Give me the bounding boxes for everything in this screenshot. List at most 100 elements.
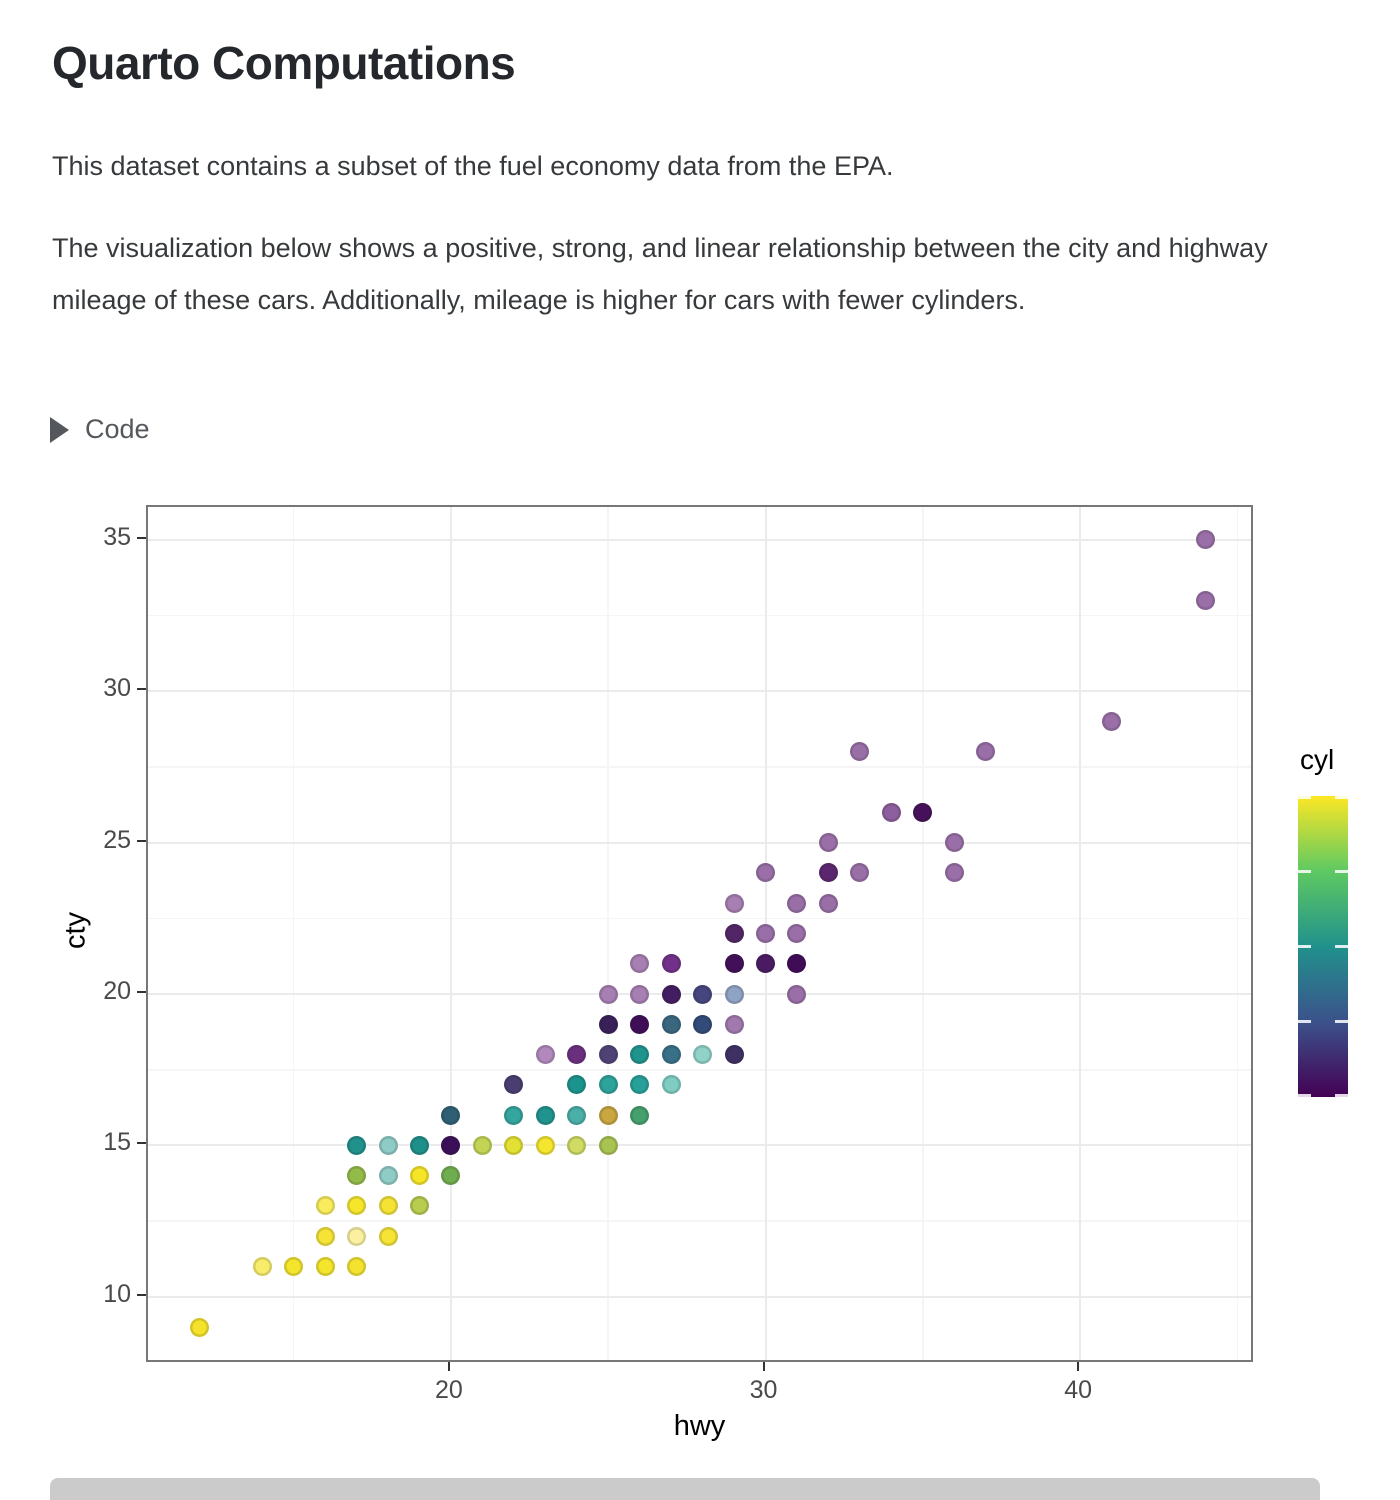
data-point (441, 1105, 461, 1125)
data-point (1196, 591, 1216, 611)
data-point (598, 1014, 618, 1034)
data-point (315, 1257, 335, 1277)
x-major-gridline (449, 507, 452, 1360)
data-point (598, 1105, 618, 1125)
bottom-gray-bar (50, 1478, 1320, 1500)
data-point (535, 1105, 555, 1125)
data-point (567, 1135, 587, 1155)
legend-tick-mark (1298, 945, 1311, 948)
data-point (504, 1105, 524, 1125)
data-point (630, 1075, 650, 1095)
data-point (787, 893, 807, 913)
data-point (976, 742, 996, 762)
y-tick-label: 10 (103, 1279, 131, 1308)
data-point (378, 1196, 398, 1216)
data-point (252, 1257, 272, 1277)
legend-tick-mark (1335, 796, 1348, 799)
data-point (724, 1014, 744, 1034)
disclosure-triangle-icon (50, 416, 69, 443)
data-point (567, 1105, 587, 1125)
data-point (409, 1166, 429, 1186)
data-point (1196, 530, 1216, 550)
data-point (881, 802, 901, 822)
y-axis-tick (137, 1142, 146, 1145)
y-tick-label: 25 (103, 825, 131, 854)
data-point (756, 954, 776, 974)
data-point (441, 1166, 461, 1186)
y-minor-gridline (148, 614, 1251, 617)
x-axis-tick (1077, 1362, 1080, 1371)
data-point (378, 1166, 398, 1186)
data-point (630, 1105, 650, 1125)
legend-tick-mark (1335, 869, 1348, 873)
y-major-gridline (148, 538, 1251, 541)
data-point (630, 984, 650, 1004)
y-axis-tick (137, 1293, 146, 1296)
data-point (1102, 712, 1122, 732)
description-paragraph: The visualization below shows a positive… (52, 233, 1268, 315)
legend-tick-mark (1298, 869, 1311, 873)
data-point (787, 984, 807, 1004)
data-point (630, 954, 650, 974)
y-axis-title: cty (59, 911, 92, 949)
data-point (787, 954, 807, 974)
data-point (630, 1014, 650, 1034)
data-point (347, 1166, 367, 1186)
x-tick-label: 40 (1064, 1376, 1092, 1404)
data-point (850, 742, 870, 762)
y-major-gridline (148, 993, 1251, 996)
data-point (535, 1135, 555, 1155)
y-axis-tick (137, 536, 146, 539)
data-point (724, 984, 744, 1004)
data-point (661, 1045, 681, 1065)
data-point (378, 1226, 398, 1246)
data-point (409, 1135, 429, 1155)
data-point (441, 1135, 461, 1155)
y-tick-label: 20 (103, 977, 131, 1006)
y-major-gridline (148, 841, 1251, 844)
x-minor-gridline (292, 507, 295, 1360)
data-point (504, 1135, 524, 1155)
data-point (818, 833, 838, 853)
data-point (944, 863, 964, 883)
data-point (598, 984, 618, 1004)
x-tick-label: 30 (749, 1376, 778, 1404)
data-point (472, 1135, 492, 1155)
data-point (787, 924, 807, 944)
data-point (756, 863, 776, 883)
y-tick-label: 15 (103, 1128, 131, 1157)
intro-paragraph: This dataset contains a subset of the fu… (52, 151, 894, 181)
data-point (693, 1045, 713, 1065)
data-point (504, 1075, 524, 1095)
data-point (818, 863, 838, 883)
data-point (724, 954, 744, 974)
x-major-gridline (1079, 507, 1082, 1360)
y-minor-gridline (148, 917, 1251, 920)
data-point (598, 1135, 618, 1155)
data-point (315, 1196, 335, 1216)
data-point (347, 1196, 367, 1216)
data-point (284, 1257, 304, 1277)
data-point (378, 1135, 398, 1155)
y-minor-gridline (148, 1220, 1251, 1222)
x-axis-tick (762, 1362, 765, 1371)
y-major-gridline (148, 1295, 1251, 1298)
y-minor-gridline (148, 1069, 1251, 1071)
y-axis-tick (137, 688, 146, 691)
data-point (756, 924, 776, 944)
code-disclosure-toggle[interactable]: Code (50, 414, 150, 445)
y-major-gridline (148, 1144, 1251, 1147)
y-tick-label: 35 (103, 522, 131, 551)
x-axis-tick (447, 1362, 450, 1371)
data-point (315, 1226, 335, 1246)
data-point (724, 1045, 744, 1065)
x-major-gridline (764, 507, 767, 1360)
data-point (567, 1075, 587, 1095)
legend-tick-mark (1298, 1094, 1311, 1097)
data-point (693, 1014, 713, 1034)
data-point (724, 924, 744, 944)
page-title: Quarto Computations (52, 37, 516, 89)
y-axis-tick (137, 991, 146, 994)
data-point (189, 1317, 209, 1337)
y-major-gridline (148, 690, 1251, 693)
